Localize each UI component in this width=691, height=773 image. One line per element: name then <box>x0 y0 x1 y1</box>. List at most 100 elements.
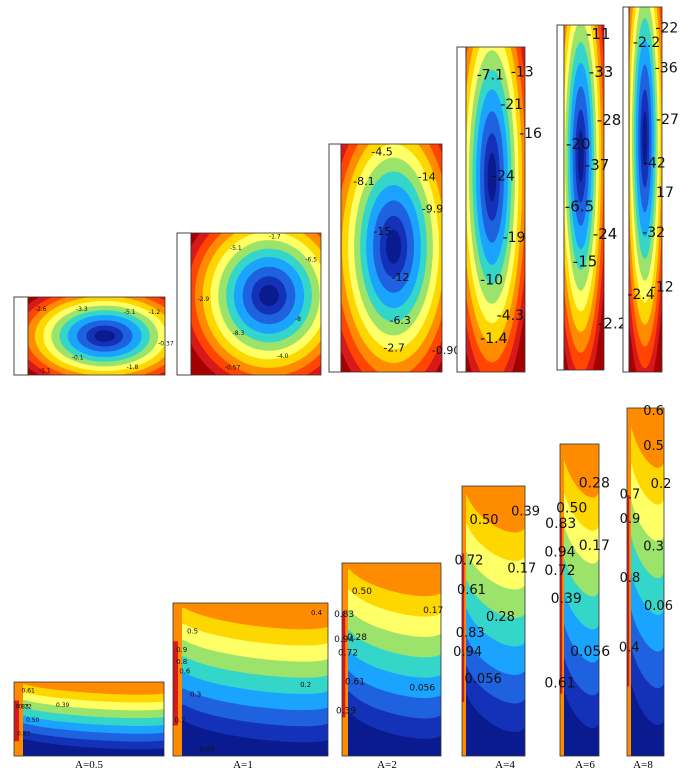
panel-border <box>190 232 322 376</box>
panel-border <box>27 296 166 376</box>
isotherm-value-label: 0.17 <box>423 606 443 616</box>
streamline-value-label: -10 <box>480 272 503 288</box>
isotherm-value-label: 0.61 <box>345 678 365 688</box>
heated-wall-strip <box>556 24 565 371</box>
isotherm-value-label: 0.3 <box>643 540 664 555</box>
isotherm-value-label: 0.28 <box>579 476 610 492</box>
streamline-value-label: -2.9 <box>198 296 210 303</box>
streamline-value-label: -37 <box>585 156 610 174</box>
streamline-value-label: -6.5 <box>305 256 317 263</box>
streamline-value-label: -11 <box>586 25 611 43</box>
isotherm-value-label: 0.39 <box>551 591 582 607</box>
isotherm-value-label: 0.50 <box>352 587 372 597</box>
streamline-value-label: -15 <box>373 225 391 238</box>
streamline-value-label: -12 <box>392 271 410 284</box>
isotherm-value-label: 0.4 <box>311 609 323 617</box>
isotherm-value-label: 0.28 <box>486 610 515 625</box>
streamline-value-label: -27 <box>656 112 679 128</box>
panel-border <box>341 562 442 757</box>
isotherm-value-label: 0.056 <box>409 683 435 693</box>
temperature-panel: 0.50 0.39 0.72 0.17 0.610.280.83 0.94 0.056 A=4 <box>453 485 540 771</box>
isotherm-value-label: 0.94 <box>544 544 575 560</box>
streamline-value-label: -8.3 <box>233 330 245 337</box>
isotherm-value-label: 0.39 <box>56 702 70 709</box>
streamline-value-label: -24 <box>593 225 618 243</box>
streamfunction-panel: -11 -33 -28 -20 -37 -6.5 -24 -15 -2.2 <box>556 24 627 371</box>
temperature-panel: 0.61 0.72 0.50 0.39 0.83 0.83 A=0.5 <box>13 681 165 771</box>
heated-wall-strip <box>13 296 29 376</box>
panel-border <box>628 6 663 373</box>
isotherm-value-label: 0.2 <box>651 477 672 492</box>
isotherm-value-label: 0.9 <box>620 512 641 527</box>
streamline-value-label: -42 <box>643 156 666 172</box>
contour-band <box>342 563 441 597</box>
isotherm-value-label: 0.83 <box>545 516 576 532</box>
contour-band <box>487 152 497 202</box>
streamline-value-label: -2.6 <box>35 306 47 313</box>
panel-border <box>563 24 605 371</box>
streamline-value-label: -20 <box>566 135 591 153</box>
streamline-value-label: -22 <box>655 21 678 37</box>
temperature-panel: 0.50 0.17 0.83 0.940.28 0.72 0.61 0.39 0.056 A=2 <box>334 562 443 771</box>
contour-band <box>642 111 648 166</box>
contour-band <box>560 444 599 498</box>
streamline-value-label: -4.5 <box>371 145 392 158</box>
contour-band <box>577 130 584 182</box>
aspect-ratio-label: A=0.5 <box>75 759 103 771</box>
isotherm-value-label: 0.8 <box>620 571 641 586</box>
streamline-value-label: -5.1 <box>124 309 136 316</box>
streamline-value-label: -3.3 <box>76 306 88 313</box>
temperature-panel: 0.6 0.5 0.2 0.7 0.90.3 0.80.06 0.4 A=8 <box>619 404 673 771</box>
isotherm-value-label: 0.7 <box>620 487 641 502</box>
streamfunction-panel: -4.5 -8.1 -14 -9.9 -15 -12 -6.3 -2.7 -0.90 <box>328 143 460 373</box>
isotherm-value-label: 0.72 <box>454 553 483 568</box>
isotherm-value-label: 0.9 <box>176 646 187 654</box>
isotherm-value-label: 0.6 <box>179 667 191 675</box>
streamline-value-label: -1.8 <box>127 364 139 371</box>
contour-band <box>462 486 525 533</box>
isotherm-value-label: 0.056 <box>570 644 610 660</box>
aspect-ratio-label: A=2 <box>377 759 397 771</box>
isotherm-value-label: 0.72 <box>544 563 575 579</box>
streamline-value-label: -0.57 <box>225 364 241 371</box>
streamline-value-label: 17 <box>656 185 674 201</box>
streamline-value-label: -36 <box>655 61 678 77</box>
streamline-value-label: -6.5 <box>565 197 594 215</box>
heated-wall-strip <box>622 6 630 373</box>
isotherm-value-label: 0.39 <box>511 505 540 520</box>
isotherm-value-label: 0.5 <box>643 439 664 454</box>
streamline-value-label: -24 <box>492 168 515 184</box>
streamline-value-label: -2.4 <box>627 287 654 303</box>
isotherm-value-label: 0.72 <box>19 704 33 711</box>
streamline-value-label: -7.1 <box>477 68 504 84</box>
isotherm-value-label: 0.94 <box>334 635 354 645</box>
contour-band <box>173 603 328 630</box>
streamline-value-label: -2.2 <box>598 315 627 333</box>
panel-border <box>340 143 443 373</box>
streamfunction-panel: -2.6 -3.3 -5.1 -1.2 -0.37 -0.1 -1.8 -1.1 <box>13 296 174 376</box>
streamfunction-panel: -13 -7.1 -21 -16 -24 -19 -10 -4.3 -1.4 <box>456 46 542 373</box>
isotherm-value-label: 0.06 <box>644 599 673 614</box>
streamfunction-panel: -22-2.2 -36 -27 -42 17 -32 -12-2.4 <box>622 6 679 373</box>
isotherm-value-label: 0.50 <box>556 501 587 517</box>
streamline-value-label: -33 <box>589 63 614 81</box>
isotherm-value-label: 0.17 <box>507 561 536 576</box>
contour-band <box>94 330 115 342</box>
streamline-value-label: -21 <box>500 97 523 113</box>
isotherm-value-label: 0.39 <box>336 707 356 717</box>
isotherm-value-label: 0.94 <box>453 645 482 660</box>
streamline-value-label: -28 <box>597 111 622 129</box>
isotherm-value-label: 0.8 <box>176 658 187 666</box>
streamline-value-label: -15 <box>573 253 598 271</box>
panel-border <box>172 602 329 757</box>
isotherm-value-label: 0.3 <box>190 690 201 698</box>
isotherm-value-label: 0.50 <box>470 513 499 528</box>
panel-border <box>461 485 526 757</box>
isotherm-value-label: 0.05 <box>199 745 215 753</box>
isotherm-value-label: 0.6 <box>643 404 664 419</box>
streamline-value-label: -0.90 <box>432 344 460 357</box>
isotherm-value-label: 0.50 <box>26 717 40 724</box>
contour-band <box>259 284 279 307</box>
isotherm-value-label: 0.4 <box>619 641 640 656</box>
